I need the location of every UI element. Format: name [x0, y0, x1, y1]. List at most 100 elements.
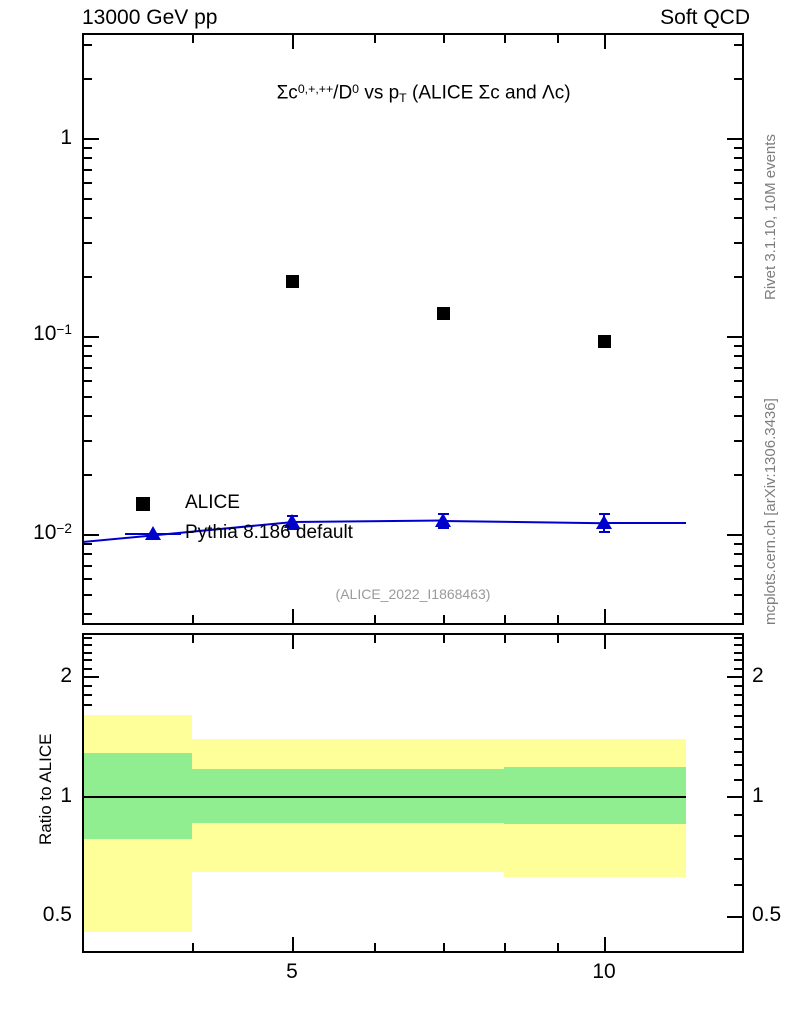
main-ytick-right-minor — [734, 543, 742, 546]
ratio-plot-area — [84, 635, 742, 951]
main-ytick-minor — [84, 553, 92, 556]
ratio-ytick-right-minor — [734, 884, 742, 887]
ratio-ytick-right-minor — [734, 857, 742, 860]
ratio-ytick-label-05-right: 0.5 — [752, 903, 782, 926]
pythia-error-cap — [598, 513, 610, 516]
main-ytick-minor — [84, 241, 92, 244]
main-ytick-major — [84, 138, 99, 140]
main-ytick-minor — [84, 157, 92, 160]
ratio-ytick-right-minor — [734, 750, 742, 753]
main-ytick-label-1e-2: 10−2 — [14, 521, 72, 545]
ratio-ytick-label-2: 2 — [60, 664, 72, 687]
main-ytick-minor — [84, 216, 92, 219]
legend-marker-alice — [136, 497, 150, 511]
ratio-xtick-top — [374, 635, 377, 643]
main-ytick-right-minor — [734, 216, 742, 219]
main-xtick-bottom — [374, 615, 377, 623]
main-xtick-bottom — [292, 609, 294, 623]
main-plot-frame — [82, 33, 744, 625]
mcplots-caption-wrap: mcplots.cern.ch [arXiv:1306.3436] — [762, 398, 786, 642]
mcplots-reference-caption: mcplots.cern.ch [arXiv:1306.3436] — [762, 398, 779, 625]
rivet-caption-wrap: Rivet 3.1.10, 10M events — [762, 134, 786, 317]
ytick-exponent: −2 — [56, 521, 72, 536]
main-ytick-minor — [84, 366, 92, 369]
title-vs: vs p — [359, 82, 400, 104]
ratio-ytick-right-minor — [734, 714, 742, 717]
main-plot-area — [84, 35, 742, 623]
main-ytick-minor — [84, 564, 92, 567]
main-ytick-right-minor — [734, 414, 742, 417]
main-ytick-right-minor — [734, 366, 742, 369]
main-ytick-right-major — [727, 534, 742, 536]
main-ytick-minor — [84, 543, 92, 546]
ratio-ytick-right-minor — [734, 779, 742, 782]
pythia-curve-segment — [443, 519, 604, 524]
main-plot-title: Σc0,+,++/D0 vs pT (ALICE Σc and Λc) — [82, 60, 744, 127]
ratio-reference-line — [84, 796, 687, 798]
title-paren: (ALICE Σc and Λc) — [406, 82, 571, 104]
main-ytick-right-minor — [734, 181, 742, 184]
pythia-data-marker — [435, 512, 452, 527]
main-ytick-right-minor — [734, 474, 742, 477]
ratio-xtick-top — [292, 635, 294, 649]
ratio-xtick-bottom — [604, 937, 606, 951]
ratio-xtick-bottom — [556, 943, 559, 951]
ratio-ytick-minor — [84, 659, 92, 662]
ratio-yaxis-title-wrap: Ratio to ALICE — [36, 733, 148, 865]
ratio-xtick-bottom — [292, 937, 294, 951]
main-ytick-minor — [84, 181, 92, 184]
ratio-ytick-right-minor — [734, 637, 742, 640]
main-xtick — [503, 35, 506, 43]
pythia-data-marker — [284, 514, 300, 529]
ratio-ytick-minor — [84, 694, 92, 697]
main-ytick-right-major — [727, 336, 742, 338]
ratio-ytick-right-minor — [734, 651, 742, 654]
ratio-xtick-top — [604, 635, 606, 649]
legend-label-pythia: Pythia 8.186 default — [185, 522, 353, 543]
xtick-label-10: 10 — [592, 960, 616, 983]
ratio-ytick-right-major — [727, 916, 742, 918]
ratio-ytick-right-minor — [734, 725, 742, 728]
alice-data-marker — [597, 334, 611, 348]
main-xtick — [443, 35, 446, 43]
main-ytick-right-minor — [734, 439, 742, 442]
main-ytick-minor — [84, 168, 92, 171]
ratio-yaxis-title: Ratio to ALICE — [36, 733, 55, 845]
main-ytick-minor — [84, 147, 92, 150]
pythia-curve-extension — [604, 521, 687, 524]
main-ytick-minor — [84, 276, 92, 279]
title-sub-t: T — [399, 91, 407, 105]
pythia-error-cap — [286, 528, 298, 531]
main-ytick-right-minor — [734, 577, 742, 580]
main-ytick-right-minor — [734, 147, 742, 150]
main-ytick-right-minor — [734, 157, 742, 160]
title-sigmac-sup: 0,+,++ — [297, 82, 334, 96]
main-xtick-bottom — [604, 609, 606, 623]
main-xtick-bottom — [556, 615, 559, 623]
main-ytick-right-minor — [734, 345, 742, 348]
main-ytick-minor — [84, 197, 92, 200]
main-ytick-minor — [84, 345, 92, 348]
ratio-ytick-label-1-right: 1 — [752, 784, 764, 807]
ratio-ytick-right-minor — [734, 694, 742, 697]
ratio-ytick-right-minor — [734, 814, 742, 817]
main-xtick — [374, 35, 377, 43]
main-ytick-right-minor — [734, 197, 742, 200]
title-sigmac: Σc — [276, 82, 298, 104]
pythia-error-cap — [598, 531, 610, 534]
ratio-xtick-bottom — [443, 943, 446, 951]
main-ytick-label-1e-1: 10−1 — [14, 322, 72, 346]
main-ytick-right-minor — [734, 564, 742, 567]
main-ytick-right-minor — [734, 593, 742, 596]
ratio-xtick-top — [443, 635, 446, 643]
ratio-xtick-bottom — [191, 943, 194, 951]
alice-data-marker — [285, 275, 299, 289]
ratio-ytick-right-minor — [734, 737, 742, 740]
main-ytick-right-minor — [734, 379, 742, 382]
ratio-xtick-top — [191, 635, 194, 643]
main-ytick-minor — [84, 78, 92, 81]
main-ytick-minor — [84, 414, 92, 417]
main-xtick — [292, 35, 294, 49]
header-beam-label: 13000 GeV pp — [82, 6, 218, 29]
ratio-ytick-label-05: 0.5 — [42, 903, 72, 926]
